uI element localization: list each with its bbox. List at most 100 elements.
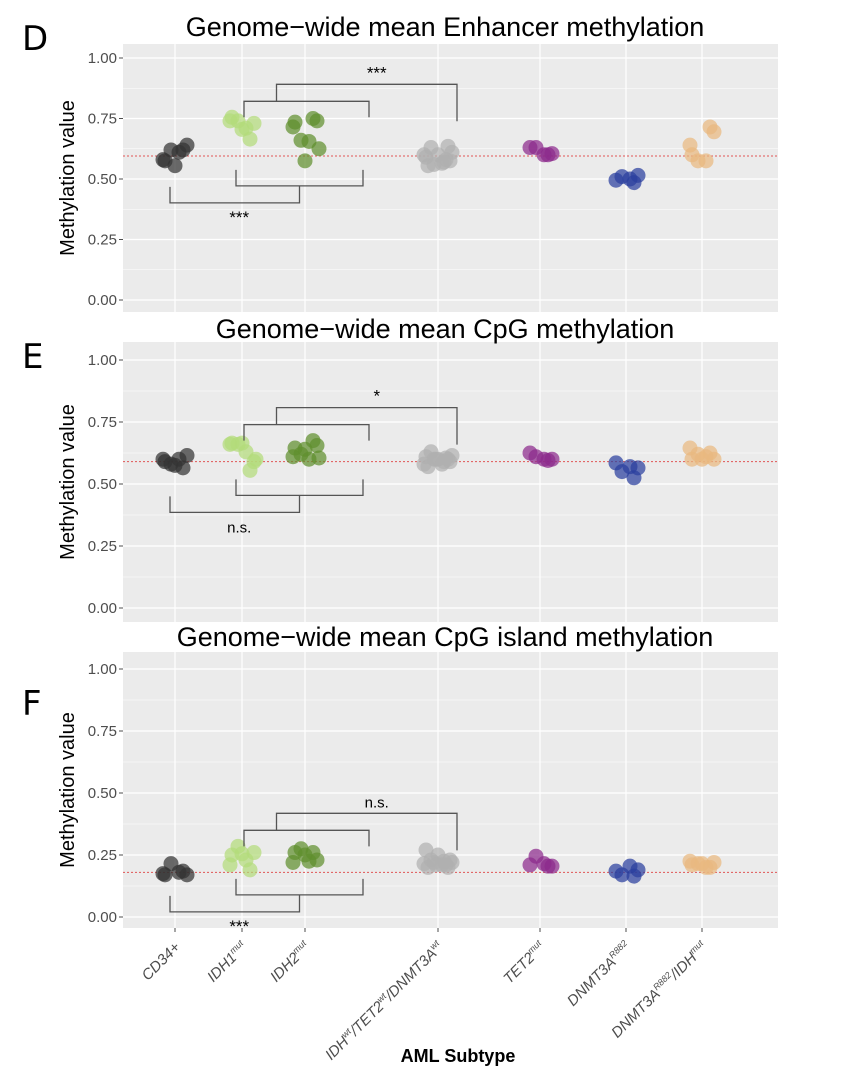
x-tick-label: IDH2mut bbox=[266, 938, 314, 986]
data-point bbox=[222, 857, 238, 873]
data-point bbox=[690, 153, 706, 169]
data-point bbox=[293, 132, 309, 148]
data-point bbox=[305, 111, 321, 126]
y-tick-label: 1.00 bbox=[88, 352, 117, 369]
data-point bbox=[248, 451, 264, 467]
data-point bbox=[222, 436, 238, 452]
y-tick-label: 0.50 bbox=[88, 171, 117, 188]
data-point bbox=[175, 142, 191, 158]
y-tick-label: 0.00 bbox=[88, 909, 117, 926]
significance-bracket bbox=[169, 894, 301, 913]
data-point bbox=[436, 154, 452, 170]
data-point bbox=[540, 858, 556, 874]
data-point bbox=[540, 147, 556, 163]
x-tick-label: CD34+ bbox=[138, 939, 184, 985]
data-point bbox=[242, 462, 258, 478]
y-tick-label: 0.50 bbox=[88, 785, 117, 802]
data-point bbox=[242, 862, 258, 878]
data-point bbox=[285, 449, 301, 465]
significance-bracket bbox=[243, 423, 370, 441]
significance-bracket bbox=[169, 185, 301, 204]
significance-bracket bbox=[275, 812, 458, 851]
significance-bracket bbox=[243, 829, 370, 847]
plot-background bbox=[123, 44, 778, 312]
data-point bbox=[682, 137, 698, 153]
plot-background bbox=[123, 342, 778, 622]
data-point bbox=[416, 147, 432, 163]
data-point bbox=[626, 175, 642, 191]
data-point bbox=[167, 158, 183, 174]
y-tick-label: 1.00 bbox=[88, 661, 117, 678]
data-point bbox=[222, 113, 238, 129]
data-point bbox=[540, 452, 556, 468]
panel-title: Genome−wide mean CpG methylation bbox=[216, 314, 675, 344]
significance-label: *** bbox=[367, 63, 387, 82]
data-point bbox=[626, 470, 642, 486]
panel-letter: E bbox=[22, 337, 43, 377]
significance-label: n.s. bbox=[365, 794, 389, 811]
y-axis-label: Methylation value bbox=[57, 712, 79, 868]
data-point bbox=[155, 152, 171, 168]
y-tick-label: 0.25 bbox=[88, 232, 117, 249]
significance-bracket bbox=[169, 495, 301, 514]
y-axis-label: Methylation value bbox=[57, 404, 79, 560]
data-point bbox=[234, 846, 250, 862]
data-point bbox=[428, 451, 444, 467]
data-point bbox=[682, 440, 698, 456]
data-point bbox=[614, 169, 630, 185]
significance-bracket bbox=[275, 406, 458, 445]
panel-e: 0.00 0.25 0.50 0.75 1.00 * n.s. Genome−wide mea… bbox=[22, 314, 778, 622]
data-point bbox=[528, 449, 544, 465]
data-point bbox=[285, 854, 301, 870]
significance-label: *** bbox=[229, 917, 249, 936]
data-point bbox=[234, 435, 250, 451]
data-point bbox=[155, 866, 171, 882]
data-point bbox=[179, 447, 195, 463]
data-point bbox=[428, 857, 444, 873]
y-tick-label: 0.00 bbox=[88, 600, 117, 617]
data-point bbox=[175, 863, 191, 879]
data-point bbox=[694, 451, 710, 467]
data-point bbox=[297, 153, 313, 169]
y-tick-label: 0.25 bbox=[88, 847, 117, 864]
significance-bracket bbox=[275, 83, 458, 122]
panel-title: Genome−wide mean CpG island methylation bbox=[177, 622, 714, 652]
x-tick-label: DNMT3AR882/IDHmut bbox=[607, 938, 711, 1042]
data-point bbox=[246, 845, 262, 861]
data-point bbox=[702, 119, 718, 135]
x-tick-label: DNMT3AR882 bbox=[563, 938, 635, 1010]
data-point bbox=[614, 867, 630, 883]
data-point bbox=[614, 464, 630, 480]
panel-title: Genome−wide mean Enhancer methylation bbox=[186, 12, 705, 42]
data-point bbox=[528, 848, 544, 864]
x-tick-label: TET2mut bbox=[500, 938, 550, 988]
significance-label: *** bbox=[229, 208, 249, 227]
data-point bbox=[311, 141, 327, 157]
data-point bbox=[297, 847, 313, 863]
x-tick-label: IDHwt/TET2wt/DNMT3Awt bbox=[321, 938, 447, 1064]
y-tick-label: 0.75 bbox=[88, 723, 117, 740]
y-tick-label: 0.25 bbox=[88, 538, 117, 555]
significance-label: * bbox=[373, 387, 380, 406]
y-tick-label: 0.75 bbox=[88, 414, 117, 431]
data-point bbox=[246, 115, 262, 131]
y-axis-label: Methylation value bbox=[57, 100, 79, 256]
x-axis-label: AML Subtype bbox=[401, 1046, 516, 1066]
data-point bbox=[416, 856, 432, 872]
data-point bbox=[234, 121, 250, 137]
y-tick-label: 0.75 bbox=[88, 111, 117, 128]
significance-label: n.s. bbox=[227, 519, 251, 536]
y-tick-label: 0.00 bbox=[88, 292, 117, 309]
x-tick-label: IDH1mut bbox=[203, 938, 251, 986]
panel-letter: F bbox=[22, 684, 42, 724]
data-point bbox=[155, 451, 171, 467]
data-point bbox=[626, 868, 642, 884]
panel-letter: D bbox=[22, 19, 48, 59]
data-point bbox=[167, 457, 183, 473]
data-point bbox=[311, 450, 327, 466]
data-point bbox=[297, 441, 313, 457]
plot-background bbox=[123, 652, 778, 928]
y-tick-label: 0.50 bbox=[88, 476, 117, 493]
data-point bbox=[440, 138, 456, 154]
